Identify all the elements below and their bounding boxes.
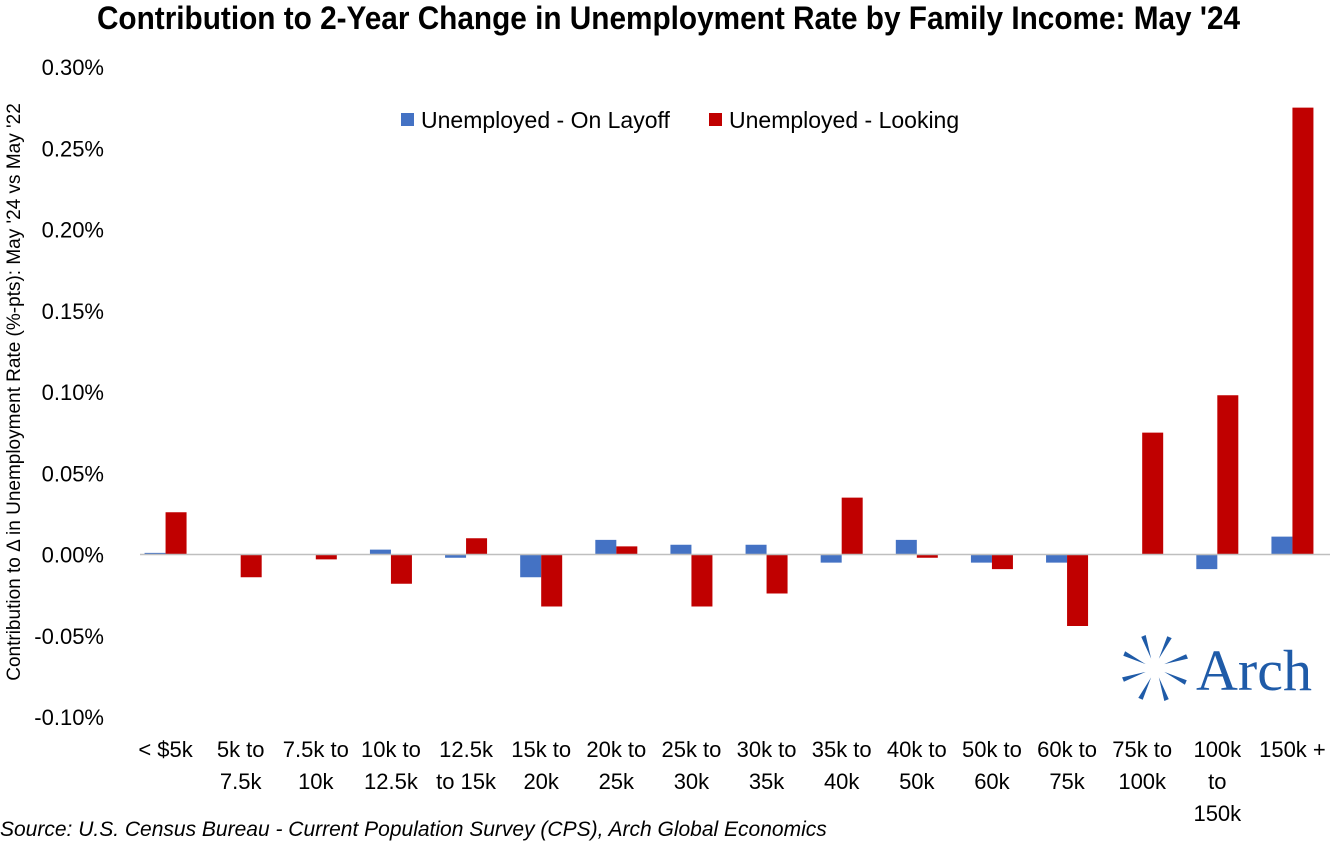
bar-on-layoff [445, 554, 467, 558]
bar-looking [240, 554, 262, 578]
x-tick-label: 7.5k [220, 769, 263, 794]
bar-on-layoff [1196, 554, 1218, 570]
x-tick-label: 50k to [962, 737, 1022, 762]
y-tick-label: 0.10% [42, 380, 104, 405]
x-tick-label: 60k [974, 769, 1010, 794]
x-tick-label: 5k to [217, 737, 265, 762]
x-tick-label: 35k to [812, 737, 872, 762]
bar-on-layoff [1271, 536, 1293, 555]
x-tick-label: 100k [1193, 737, 1242, 762]
bar-on-layoff [144, 552, 166, 555]
bar-on-layoff [670, 544, 692, 555]
legend-label-looking: Unemployed - Looking [729, 107, 959, 133]
chart-title: Contribution to 2-Year Change in Unemplo… [96, 0, 1241, 36]
y-tick-label: 0.00% [42, 543, 104, 568]
logo-star-ray [1158, 636, 1172, 659]
x-tick-label: 7.5k to [283, 737, 349, 762]
x-tick-label: 25k to [661, 737, 721, 762]
bar-on-layoff [895, 539, 917, 555]
bar-looking [916, 554, 938, 558]
x-tick-label: 60k to [1037, 737, 1097, 762]
bar-looking [466, 538, 488, 555]
logo-star-ray [1158, 677, 1169, 701]
x-tick-label: 10k to [361, 737, 421, 762]
y-tick-label: -0.10% [34, 705, 104, 730]
x-tick-label: 75k to [1112, 737, 1172, 762]
legend-swatch-looking [709, 113, 722, 126]
x-tick-label: 150k + [1259, 737, 1326, 762]
x-tick-label: 15k to [511, 737, 571, 762]
bar-on-layoff [595, 539, 617, 555]
bar-looking [165, 512, 187, 555]
y-tick-label: 0.20% [42, 218, 104, 243]
bar-looking [991, 554, 1013, 570]
x-tick-label: < $5k [138, 737, 193, 762]
y-tick-label: 0.30% [42, 55, 104, 80]
logo-star-ray [1123, 651, 1146, 665]
x-tick-label: 30k [674, 769, 710, 794]
y-axis-label: Contribution to Δ in Unemployment Rate (… [4, 103, 25, 681]
x-tick-label: to [1208, 769, 1226, 794]
bar-on-layoff [970, 554, 992, 563]
bar-on-layoff [1046, 554, 1068, 563]
bar-looking [541, 554, 563, 607]
bar-looking [1217, 395, 1239, 555]
x-tick-label: 25k [599, 769, 635, 794]
bar-looking [766, 554, 788, 594]
logo-wordmark: Arch [1196, 638, 1312, 703]
bar-on-layoff [820, 554, 842, 563]
bar-on-layoff [745, 544, 767, 555]
x-tick-label: 150k [1193, 801, 1242, 826]
y-tick-label: -0.05% [34, 624, 104, 649]
x-tick-label: 12.5k [439, 737, 494, 762]
bar-looking [315, 554, 337, 560]
legend-label-on-layoff: Unemployed - On Layoff [421, 107, 670, 133]
x-tick-label: 40k [824, 769, 860, 794]
bar-looking [1292, 107, 1314, 555]
x-tick-label: 12.5k [364, 769, 419, 794]
logo-star-ray [1141, 635, 1152, 659]
bar-looking [1067, 554, 1089, 626]
bar-on-layoff [369, 549, 391, 555]
x-tick-label: 10k [298, 769, 334, 794]
x-tick-label: 20k [523, 769, 559, 794]
bar-looking [390, 554, 412, 584]
bar-looking [616, 546, 638, 555]
logo-star-ray [1164, 654, 1188, 665]
y-tick-label: 0.15% [42, 299, 104, 324]
x-tick-label: 35k [749, 769, 785, 794]
bar-on-layoff [520, 554, 542, 578]
x-tick-label: 75k [1049, 769, 1085, 794]
x-tick-label: 100k [1118, 769, 1167, 794]
bar-looking [1142, 432, 1164, 555]
logo-star-ray [1138, 677, 1152, 700]
logo-star-ray [1164, 671, 1187, 685]
x-tick-label: 30k to [737, 737, 797, 762]
y-tick-label: 0.25% [42, 136, 104, 161]
legend-swatch-on-layoff [401, 113, 414, 126]
x-tick-label: 40k to [887, 737, 947, 762]
source-note: Source: U.S. Census Bureau - Current Pop… [0, 818, 827, 841]
bar-looking [841, 497, 863, 555]
logo-star-ray [1122, 671, 1146, 682]
y-tick-label: 0.05% [42, 461, 104, 486]
x-tick-label: to 15k [436, 769, 497, 794]
bar-looking [691, 554, 713, 607]
x-tick-label: 50k [899, 769, 935, 794]
x-tick-label: 20k to [586, 737, 646, 762]
